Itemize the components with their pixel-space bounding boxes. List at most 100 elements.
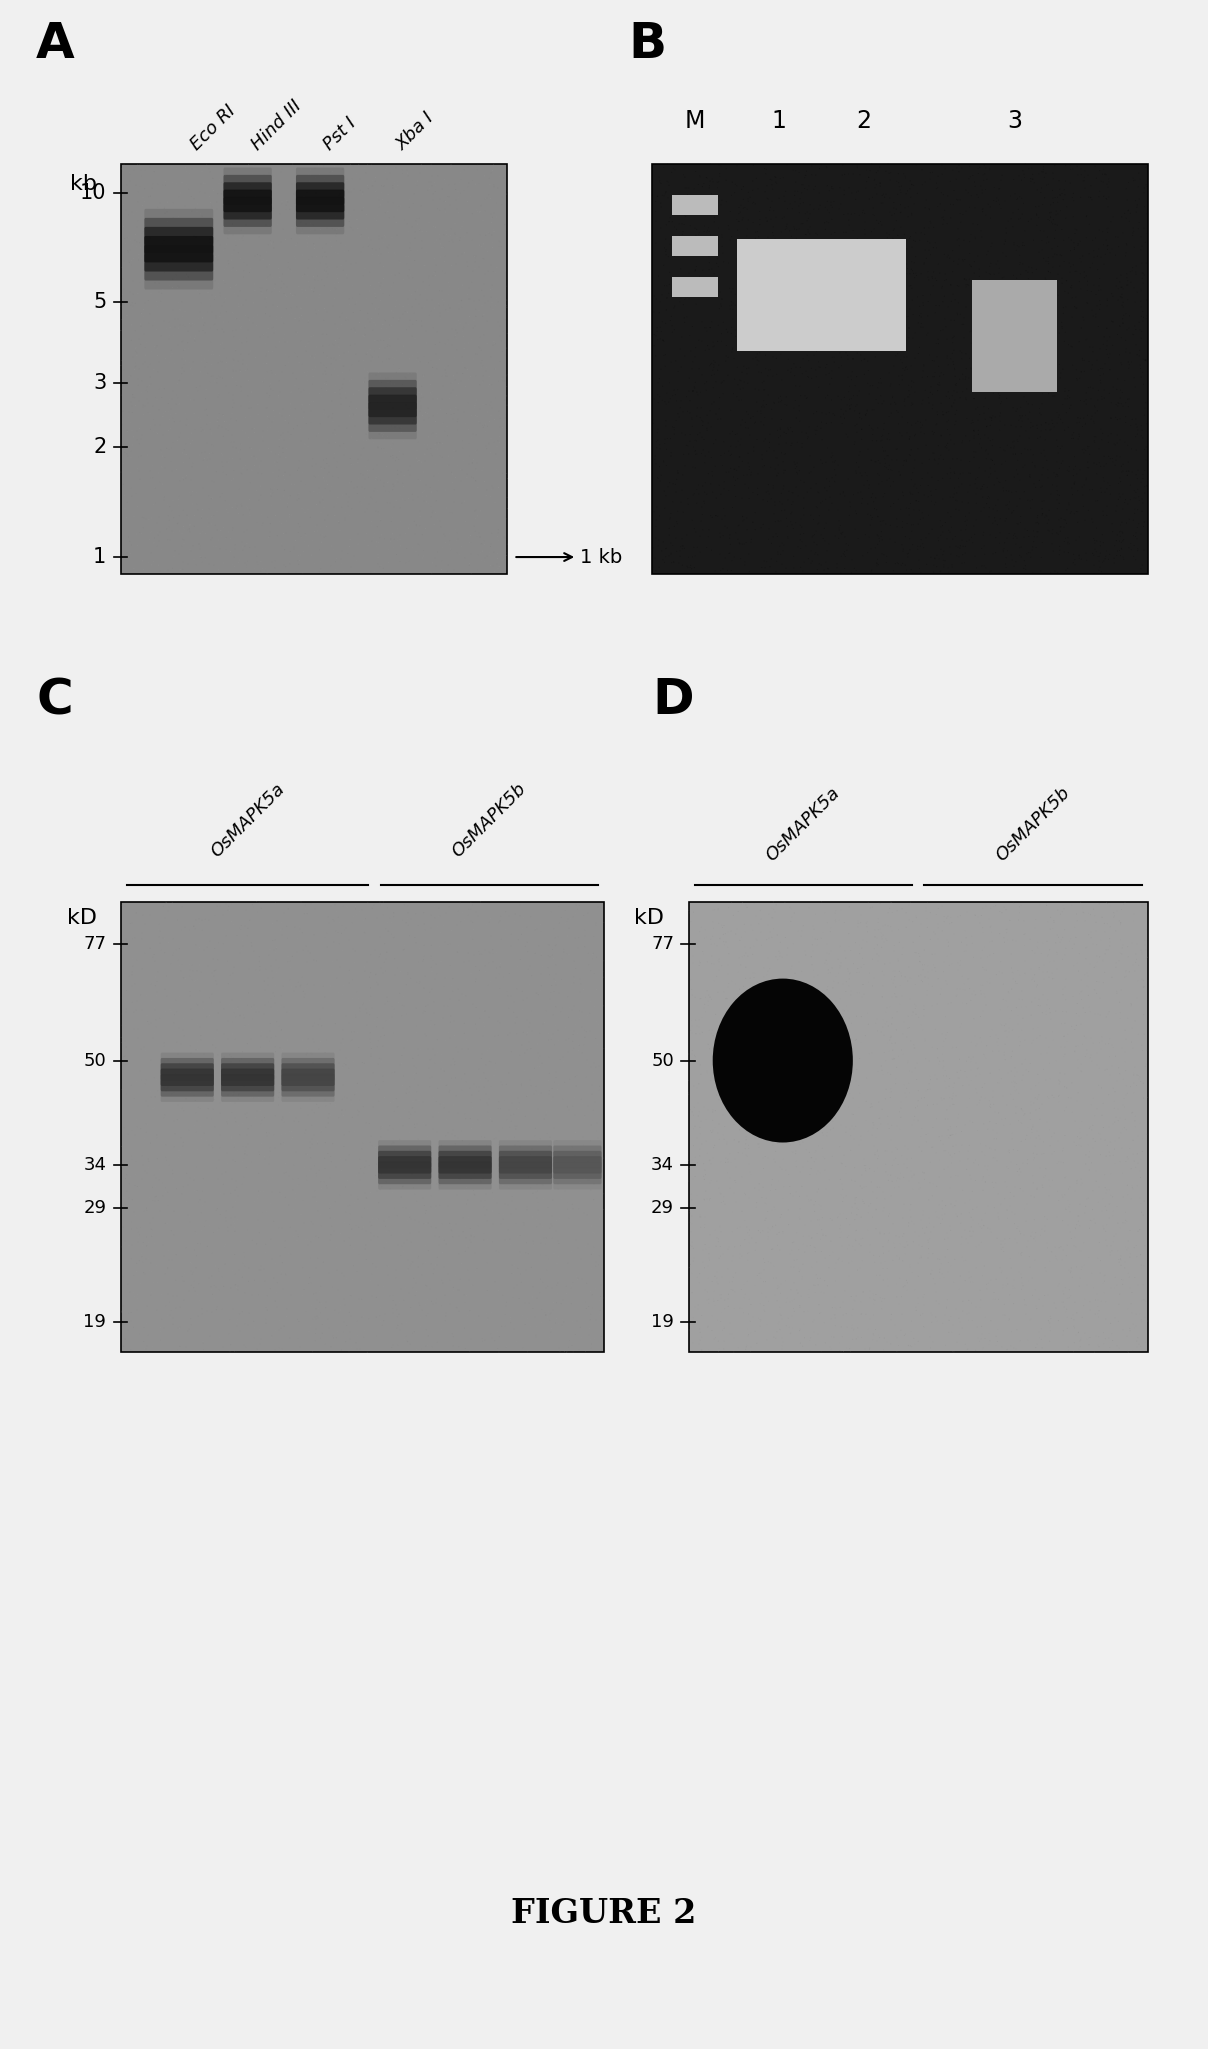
Point [902,371,922,404]
Point [1123,1137,1143,1170]
Point [240,303,260,336]
Point [545,1238,564,1270]
Point [1029,334,1049,367]
Point [152,1279,172,1311]
Point [1062,273,1081,305]
Point [384,1016,403,1049]
Point [273,1000,292,1033]
Point [798,361,818,393]
Point [161,525,180,557]
Point [819,1252,838,1285]
Point [327,213,347,246]
Point [1052,309,1071,342]
Point [208,244,227,277]
Point [147,1295,167,1328]
Point [1096,1285,1115,1318]
Point [1030,555,1050,588]
Point [778,412,797,445]
Point [937,240,957,273]
Point [850,246,870,279]
Point [930,1188,949,1221]
Point [846,1188,865,1221]
Point [420,242,440,275]
Point [692,391,712,424]
Point [385,445,405,477]
Point [359,166,378,199]
Point [251,1098,271,1131]
Point [436,1070,455,1102]
Point [1105,402,1125,434]
Point [852,244,871,277]
Point [655,475,674,508]
Point [387,373,406,406]
Point [140,410,159,443]
Point [455,904,475,936]
Point [946,1199,965,1231]
Point [330,430,349,463]
Point [368,357,388,389]
Point [1034,154,1053,186]
Point [186,963,205,996]
Point [1056,963,1075,996]
Point [426,918,446,951]
Point [1045,555,1064,588]
Point [889,359,908,391]
Point [469,432,488,465]
Point [738,1068,757,1100]
Point [528,1197,547,1229]
Point [765,1279,784,1311]
Point [1046,273,1065,305]
Point [989,557,1009,590]
Point [1026,981,1045,1014]
Point [662,205,681,238]
Point [673,207,692,240]
Point [410,402,429,434]
Point [112,1295,132,1328]
Point [185,910,204,943]
Point [871,299,890,332]
Point [731,924,750,957]
Point [408,998,428,1031]
Point [805,273,824,305]
Point [150,453,169,486]
Point [715,500,734,533]
Point [750,277,769,309]
FancyBboxPatch shape [368,416,417,438]
Point [972,1309,992,1342]
Point [314,914,333,947]
Point [332,371,352,404]
Point [332,295,352,328]
Point [376,475,395,508]
Point [431,1129,451,1162]
Point [352,1133,371,1166]
Point [714,1238,733,1270]
Point [708,500,727,533]
Point [576,1061,596,1094]
Point [873,186,893,219]
Point [840,891,859,924]
Point [371,285,390,318]
Point [176,258,196,291]
Point [675,418,695,451]
Point [841,1113,860,1145]
Point [707,500,726,533]
Point [805,1055,824,1088]
Point [360,1149,379,1182]
Point [198,551,217,584]
Point [713,283,732,316]
Point [122,1205,141,1238]
Point [721,453,741,486]
Point [192,924,211,957]
Point [914,1164,934,1197]
Point [1015,1098,1034,1131]
Point [877,1285,896,1318]
Point [902,1305,922,1338]
Point [152,533,172,566]
Point [1071,1254,1091,1287]
Point [712,1305,731,1338]
Point [436,1024,455,1057]
Point [656,338,675,371]
Point [654,369,673,402]
Point [812,322,831,354]
Point [339,354,359,387]
